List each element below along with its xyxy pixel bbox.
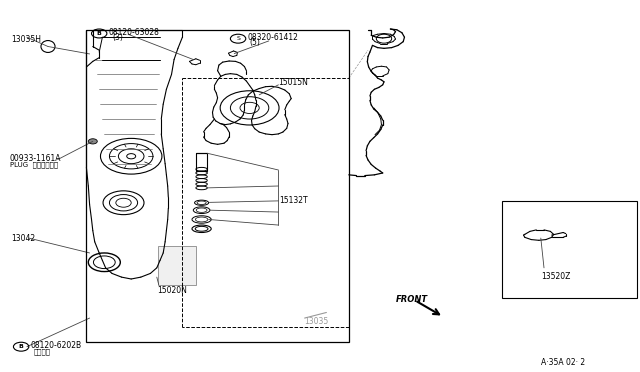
Text: 08120-63028: 08120-63028 bbox=[108, 28, 159, 37]
Text: 13042: 13042 bbox=[12, 234, 36, 243]
Text: 13035H: 13035H bbox=[12, 35, 42, 44]
Circle shape bbox=[88, 139, 97, 144]
Text: 08320-61412: 08320-61412 bbox=[247, 33, 298, 42]
Text: 08120-6202B: 08120-6202B bbox=[30, 341, 81, 350]
Text: (3): (3) bbox=[112, 33, 123, 42]
Text: 00933-1161A: 00933-1161A bbox=[10, 154, 61, 163]
Text: 13035: 13035 bbox=[305, 317, 329, 326]
Text: B: B bbox=[19, 344, 24, 349]
Text: B: B bbox=[97, 31, 102, 36]
Bar bbox=[158, 246, 196, 285]
Text: 15015N: 15015N bbox=[278, 78, 308, 87]
Text: 15020N: 15020N bbox=[157, 286, 187, 295]
Text: A·35A 02· 2: A·35A 02· 2 bbox=[541, 358, 585, 367]
Bar bbox=[196, 153, 207, 171]
Text: S: S bbox=[236, 36, 240, 41]
Text: FRONT: FRONT bbox=[396, 295, 428, 304]
Text: 15132T: 15132T bbox=[280, 196, 308, 205]
Text: (5): (5) bbox=[250, 38, 260, 47]
Text: （１０）: （１０） bbox=[33, 348, 51, 355]
Text: 13520Z: 13520Z bbox=[541, 272, 570, 280]
Bar bbox=[86, 30, 349, 342]
Text: PLUG  プラグ（１）: PLUG プラグ（１） bbox=[10, 161, 58, 168]
Bar bbox=[502, 201, 637, 298]
